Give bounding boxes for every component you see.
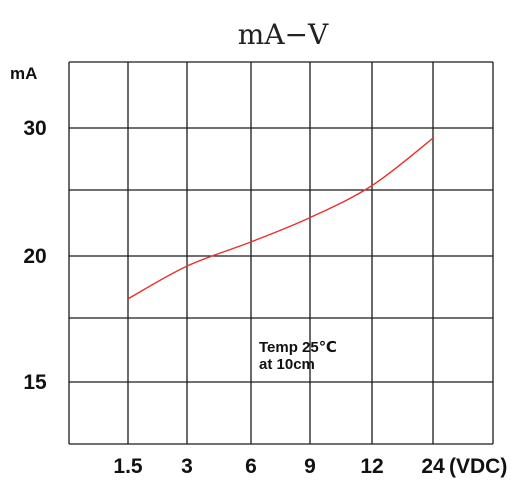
grid	[68, 61, 494, 445]
x-tick-label-9: 9	[304, 455, 316, 478]
annotation-temperature: Temp 25℃	[259, 339, 337, 356]
x-tick-label-6: 6	[245, 455, 257, 478]
x-tick-label-1.5: 1.5	[113, 455, 143, 478]
x-tick-labels: 1.5 3 6 9 12 24 (VDC)	[113, 455, 507, 478]
series-line-0	[127, 137, 434, 300]
x-axis-unit: (VDC)	[449, 455, 507, 478]
y-tick-label-15: 15	[23, 371, 47, 394]
annotation-distance: at 10cm	[259, 356, 315, 373]
x-tick-label-12: 12	[360, 455, 383, 478]
y-axis-label: mA	[10, 64, 37, 83]
x-tick-label-24: 24	[421, 455, 445, 478]
series-layer	[127, 137, 434, 300]
y-tick-label-30: 30	[23, 117, 46, 140]
x-tick-label-3: 3	[181, 455, 193, 478]
y-tick-labels: 30 20 15	[23, 117, 47, 394]
chart-title: mA−V	[238, 18, 329, 51]
y-tick-label-20: 20	[23, 245, 46, 268]
